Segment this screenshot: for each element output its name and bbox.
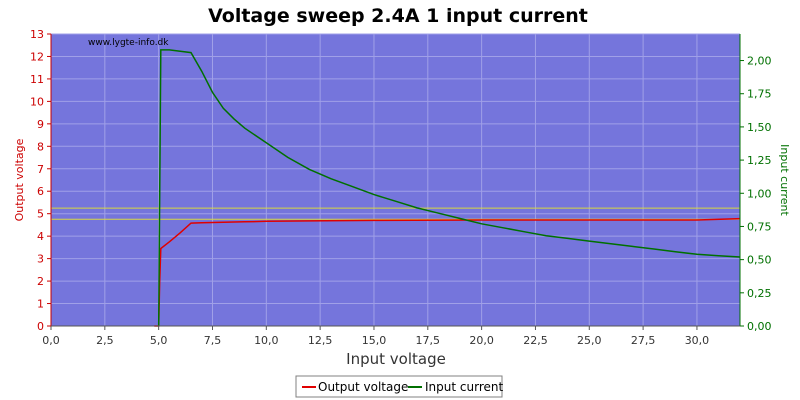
y-left-tick-label: 5 xyxy=(37,208,44,221)
y-left-tick-label: 4 xyxy=(37,230,44,243)
x-tick-label: 25,0 xyxy=(577,334,602,347)
legend-label-input-current: Input current xyxy=(425,380,503,394)
x-axis-title: Input voltage xyxy=(346,350,446,368)
chart-title: Voltage sweep 2.4A 1 input current xyxy=(208,5,588,27)
series-layer xyxy=(154,49,741,327)
legend-box xyxy=(295,375,503,398)
series-line-output-voltage xyxy=(154,217,741,327)
y-right-tick-label: 1,00 xyxy=(747,187,772,200)
y-left-tick-label: 6 xyxy=(37,185,44,198)
y-left-tick-label: 10 xyxy=(30,95,44,108)
y-left-tick-label: 13 xyxy=(30,28,44,41)
y-right-axis-title: Input current xyxy=(778,144,791,216)
x-tick-label: 17,5 xyxy=(416,334,441,347)
x-tick-label: 10,0 xyxy=(254,334,279,347)
y-right-tick-label: 1,75 xyxy=(747,88,772,101)
x-tick-label: 27,5 xyxy=(631,334,656,347)
x-tick-label: 15,0 xyxy=(362,334,387,347)
x-tick-label: 7,5 xyxy=(204,334,222,347)
y-right-tick-label: 0,25 xyxy=(747,287,772,300)
y-left-tick-label: 0 xyxy=(37,320,44,333)
y-right-tick-label: 1,50 xyxy=(747,121,772,134)
y-left-tick-label: 11 xyxy=(30,73,44,86)
x-tick-label: 22,5 xyxy=(523,334,548,347)
y-left-axis-title: Output voltage xyxy=(13,138,26,221)
x-tick-label: 20,0 xyxy=(469,334,494,347)
y-left-tick-label: 12 xyxy=(30,50,44,63)
y-right-tick-label: 1,25 xyxy=(747,154,772,167)
x-tick-label: 2,5 xyxy=(96,334,114,347)
y-left-tick-label: 2 xyxy=(37,275,44,288)
x-tick-label: 0,0 xyxy=(42,334,60,347)
y-left-tick-label: 1 xyxy=(37,298,44,311)
y-right-tick-label: 0,00 xyxy=(747,320,772,333)
x-tick-label: 5,0 xyxy=(150,334,168,347)
plot-area xyxy=(51,34,740,326)
y-right-tick-label: 2,00 xyxy=(747,55,772,68)
watermark: www.lygte-info.dk xyxy=(88,38,169,48)
legend-label-output-voltage: Output voltage xyxy=(318,380,408,394)
legend: Output voltage Input current xyxy=(295,375,503,398)
y-left-tick-label: 8 xyxy=(37,140,44,153)
series-line-input-current xyxy=(157,49,741,327)
axes xyxy=(47,33,744,330)
x-tick-label: 12,5 xyxy=(308,334,333,347)
x-tick-label: 30,0 xyxy=(685,334,710,347)
y-right-tick-label: 0,75 xyxy=(747,220,772,233)
y-left-tick-label: 7 xyxy=(37,163,44,176)
y-left-tick-label: 3 xyxy=(37,253,44,266)
y-right-tick-labels: 0,00 0,25 0,50 0,75 1,00 1,25 1,50 1,75 2,00 xyxy=(747,55,772,333)
y-right-tick-label: 0,50 xyxy=(747,254,772,267)
y-left-tick-label: 9 xyxy=(37,118,44,131)
x-tick-labels: 0,0 2,5 5,0 7,5 10,0 12,5 15,0 17,5 20,0 22,5 25,0… xyxy=(42,334,709,347)
